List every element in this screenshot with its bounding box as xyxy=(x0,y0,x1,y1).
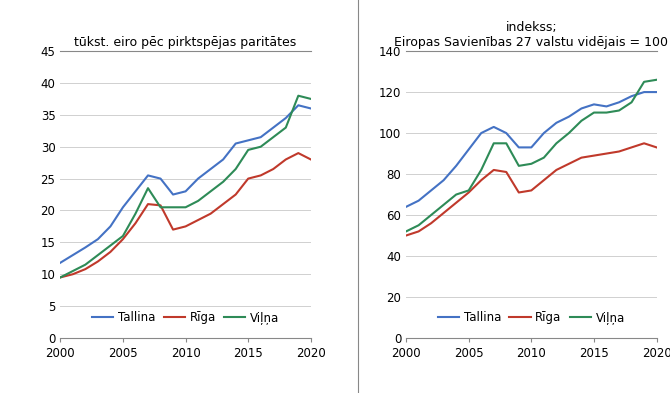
Title: indekss;
Eiropas Savienības 27 valstu vidējais = 100: indekss; Eiropas Savienības 27 valstu vi… xyxy=(395,20,669,48)
Title: tūkst. eiro pēc pirktspējas paritātes: tūkst. eiro pēc pirktspējas paritātes xyxy=(74,35,297,48)
Legend: Tallina, Rīga, Viļņa: Tallina, Rīga, Viļņa xyxy=(433,307,630,329)
Legend: Tallina, Rīga, Viļņa: Tallina, Rīga, Viļņa xyxy=(87,307,284,329)
